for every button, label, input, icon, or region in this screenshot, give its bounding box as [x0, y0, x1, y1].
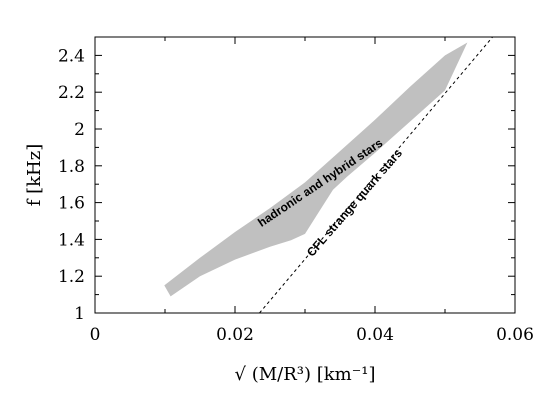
- x-tick-label: 0.04: [356, 325, 394, 345]
- x-tick-label: 0: [90, 325, 101, 345]
- x-axis-title: √ (M/R³) [km⁻¹]: [235, 364, 376, 385]
- cfl-quark-star-line: [259, 36, 493, 314]
- y-axis-title: f [kHz]: [24, 144, 45, 207]
- y-axis: 1 1.2 1.4 1.6 1.8 2 2.2 2.4: [58, 46, 515, 324]
- y-tick-label: 1: [74, 304, 85, 324]
- y-tick-label: 1.2: [58, 267, 85, 287]
- y-tick-label: 1.4: [58, 230, 85, 250]
- y-tick-label: 2.2: [58, 83, 85, 103]
- y-tick-label: 1.6: [58, 194, 85, 214]
- plot-frame: [94, 36, 516, 314]
- y-tick-label: 1.8: [58, 157, 85, 177]
- hadronic-hybrid-band: [164, 42, 468, 297]
- y-tick-label: 2: [74, 120, 85, 140]
- x-tick-label: 0.02: [216, 325, 254, 345]
- x-axis: 0 0.02 0.04 0.06: [90, 37, 534, 345]
- y-tick-label: 2.4: [58, 46, 85, 66]
- x-tick-label: 0.06: [496, 325, 534, 345]
